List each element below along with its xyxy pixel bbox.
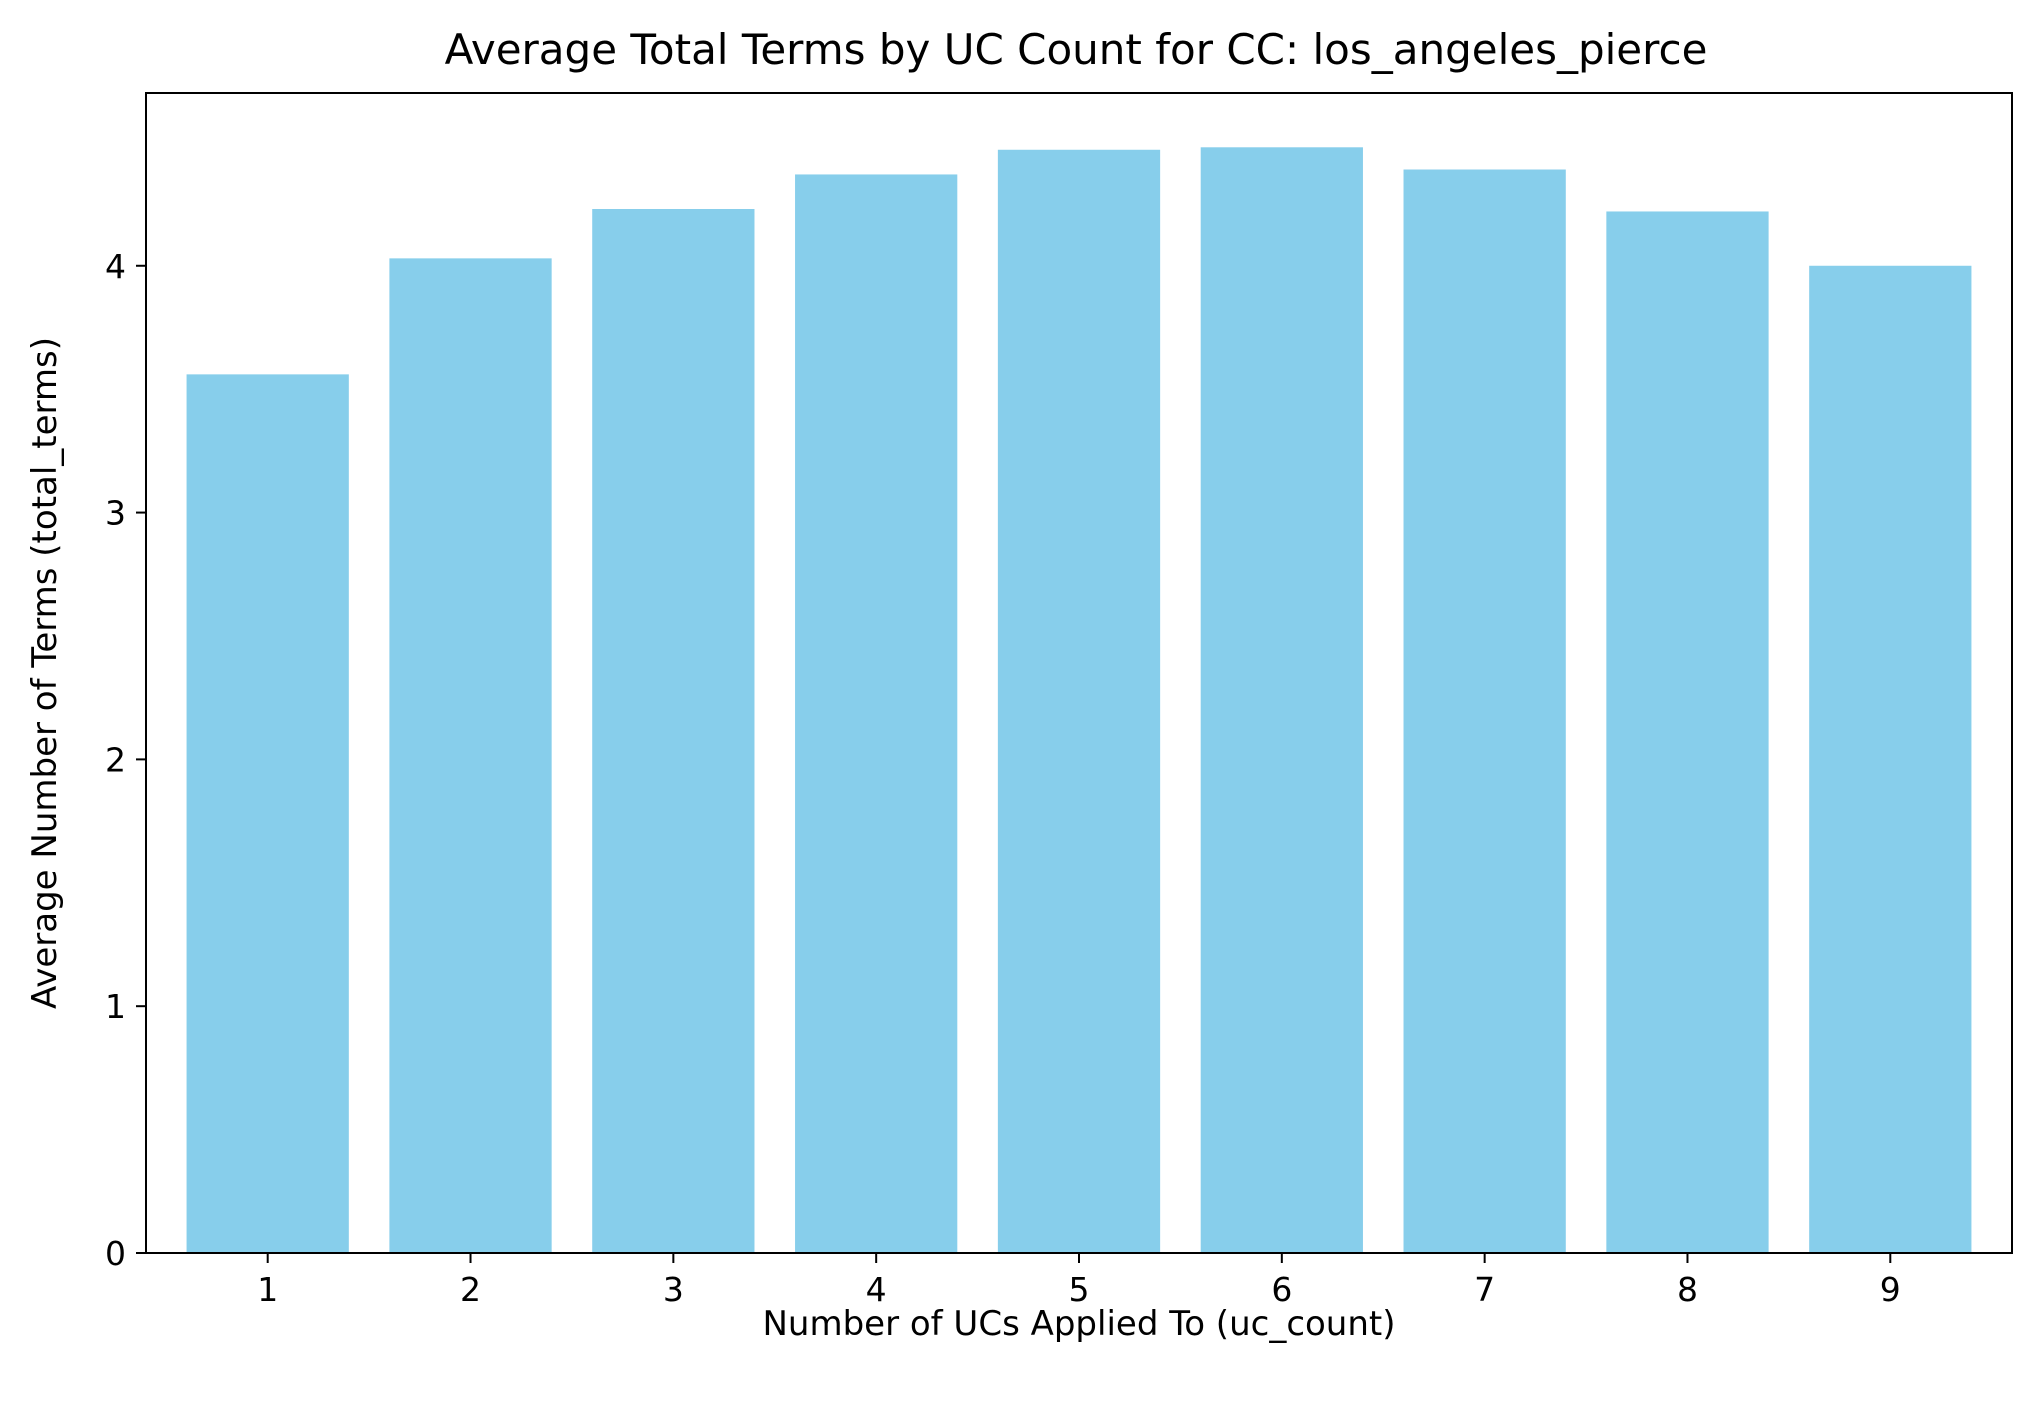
chart-title: Average Total Terms by UC Count for CC: … — [445, 25, 1708, 74]
x-tick-label: 3 — [663, 1270, 684, 1309]
x-axis: 1 2 3 4 5 6 7 8 9 — [257, 1253, 1901, 1309]
x-tick-label: 9 — [1880, 1270, 1901, 1309]
x-tick-label: 1 — [257, 1270, 278, 1309]
y-tick-label: 0 — [105, 1234, 126, 1273]
bar-4 — [795, 174, 958, 1254]
bar-7 — [1403, 169, 1566, 1254]
x-axis-label: Number of UCs Applied To (uc_count) — [762, 1304, 1395, 1344]
bar-6 — [1200, 147, 1363, 1254]
bars-group — [186, 147, 1972, 1254]
x-tick-label: 7 — [1474, 1270, 1495, 1309]
y-tick-label: 1 — [105, 987, 126, 1026]
y-tick-label: 3 — [105, 494, 126, 533]
bar-3 — [592, 209, 755, 1253]
x-tick-label: 4 — [866, 1270, 887, 1309]
x-tick-label: 2 — [460, 1270, 481, 1309]
x-tick-label: 6 — [1271, 1270, 1292, 1309]
x-tick-label: 8 — [1677, 1270, 1698, 1309]
bar-9 — [1809, 265, 1972, 1253]
y-tick-label: 2 — [105, 740, 126, 779]
bar-1 — [186, 374, 349, 1253]
bar-2 — [389, 258, 552, 1253]
x-tick-label: 5 — [1069, 1270, 1090, 1309]
bar-8 — [1606, 211, 1769, 1254]
y-tick-label: 4 — [105, 247, 126, 286]
y-axis: 0 1 2 3 4 — [105, 247, 146, 1273]
bar-5 — [997, 149, 1161, 1253]
y-axis-label: Average Number of Terms (total_terms) — [25, 337, 65, 1009]
